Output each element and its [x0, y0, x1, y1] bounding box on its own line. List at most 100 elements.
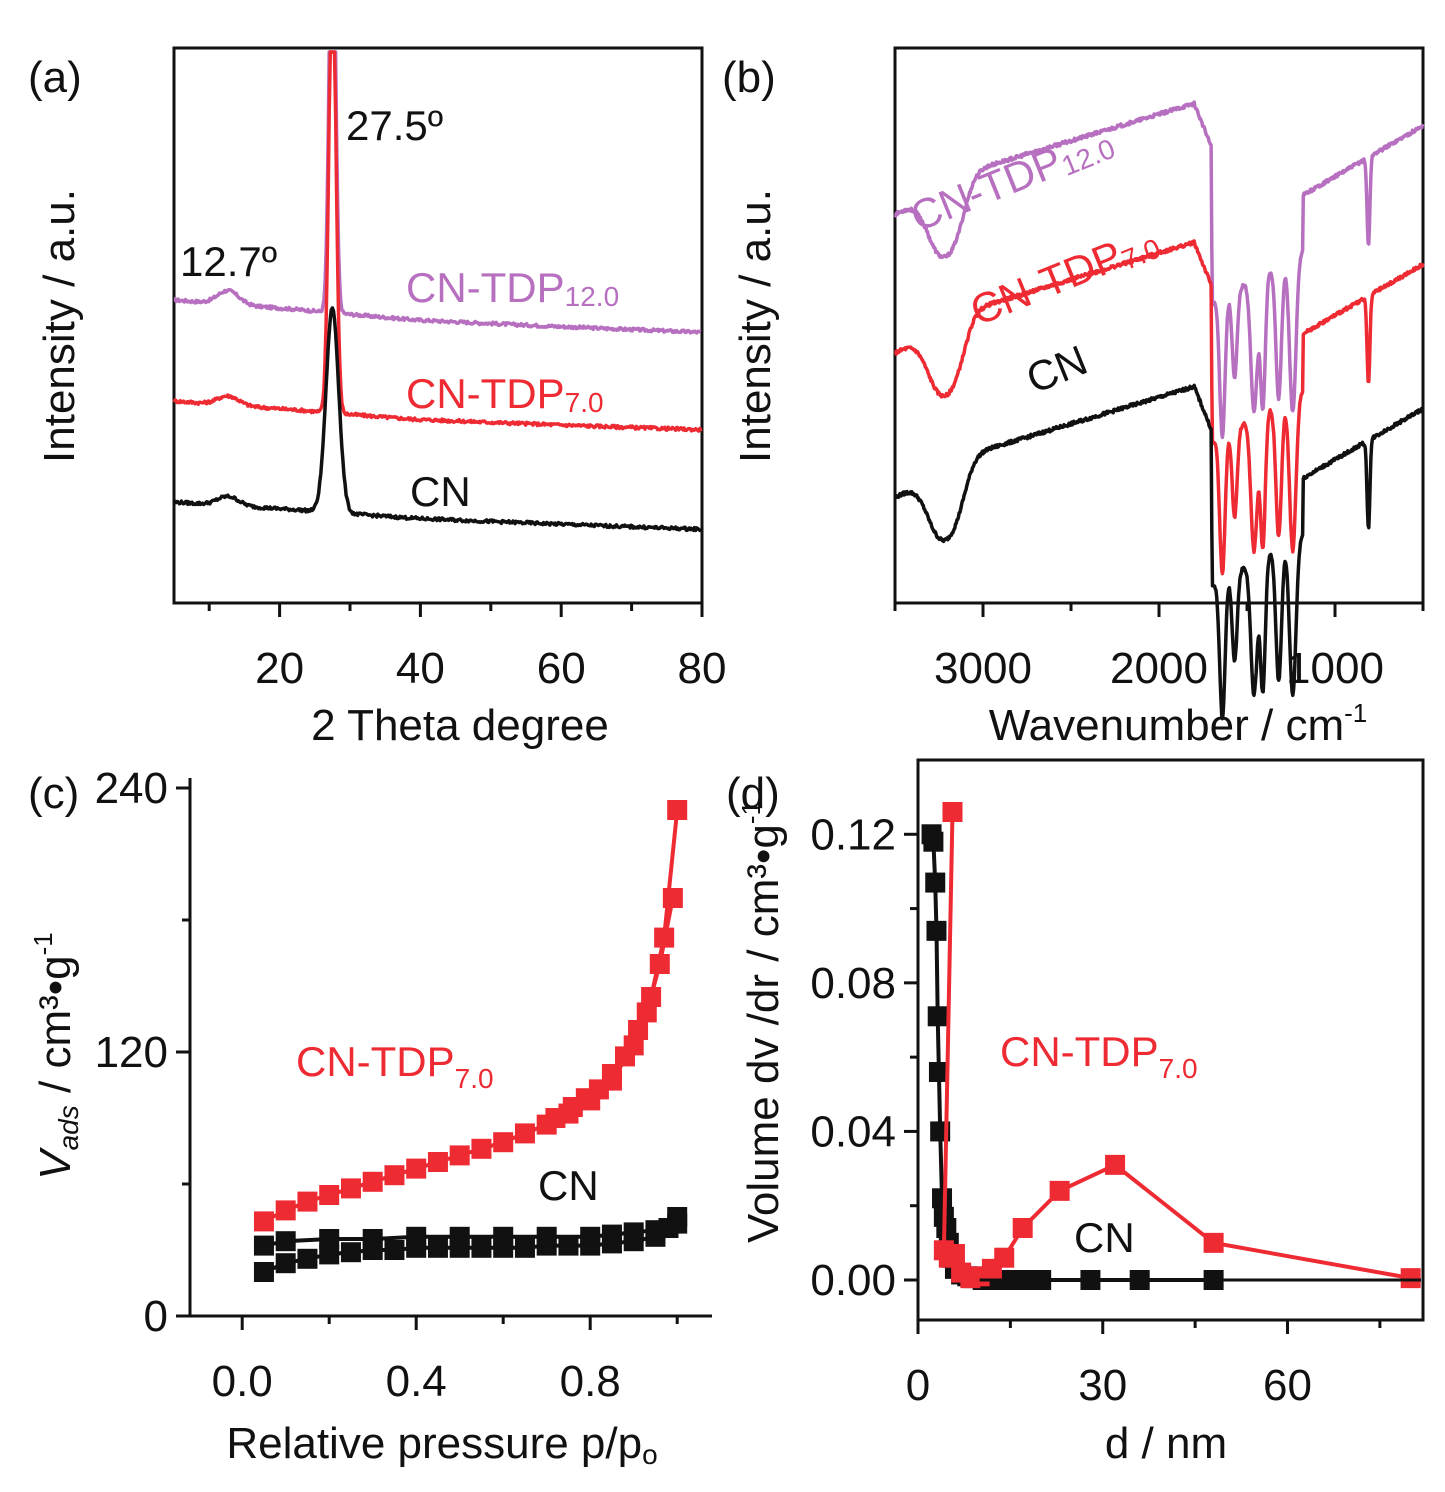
panel-d-y-tick-label: 0.00 [810, 1256, 896, 1305]
panel-c-y-tick-label: 240 [95, 764, 168, 813]
panel-d-data-point [925, 872, 946, 893]
panel-a-series-label-cn-tdp12: CN-TDP12.0 [406, 264, 619, 312]
panel-a-label: (a) [28, 53, 82, 102]
panel-d-series-label-cn-tdp7: CN-TDP7.0 [1000, 1028, 1198, 1084]
panel-a: (a) 20 40 60 80 2 Theta degree Intensity / … [28, 46, 727, 750]
panel-c-data-point [514, 1123, 535, 1144]
panel-c-data-point [449, 1145, 470, 1166]
panel-c-y-axis-label-rest: / cm³•g [31, 955, 80, 1105]
panel-c-data-point [562, 1097, 583, 1117]
panel-c-data-point [514, 1237, 535, 1258]
panel-a-series-label-cn-tdp7-sub: 7.0 [565, 387, 604, 418]
panel-a-x-tick-label: 80 [678, 644, 727, 693]
panel-c-data-point [384, 1165, 405, 1186]
panel-c-data-point [615, 1046, 635, 1067]
panel-c-data-point [471, 1138, 492, 1159]
panel-d-x-axis-label: d / nm [1105, 1419, 1227, 1468]
panel-b-y-axis-label: Intensity / a.u. [731, 189, 780, 463]
panel-b-x-ticks: 3000 2000 1000 [893, 603, 1425, 693]
panel-c-data-point [319, 1229, 340, 1249]
panel-c-data-point [253, 1235, 274, 1256]
panel-c-label: (c) [28, 769, 79, 818]
panel-a-series-line [172, 306, 702, 533]
panel-c-data-point [297, 1191, 318, 1212]
panel-c-data-point [340, 1242, 361, 1263]
panel-a-series-line [173, 50, 702, 335]
panel-b-series-line [893, 239, 1425, 576]
panel-b-series-label-cn-tdp12-main: CN-TDP [904, 137, 1069, 240]
panel-c-data-point [340, 1178, 361, 1199]
panel-c-data-point [319, 1244, 340, 1265]
panel-a-x-ticks: 20 40 60 80 [207, 603, 727, 693]
panel-c-x-axis-label-sub: o [642, 1439, 658, 1470]
panel-c-data-point [558, 1235, 579, 1256]
panel-d-data-point [1049, 1180, 1070, 1201]
panel-a-series-label-cn: CN [410, 468, 471, 515]
panel-d-series-label-cn: CN [1074, 1214, 1135, 1261]
panel-c-data-point [427, 1237, 448, 1258]
panel-c-data-point [427, 1152, 448, 1172]
panel-c-y-axis-label-sub: ads [53, 1105, 84, 1150]
panel-c-x-axis-label-main: Relative pressure p/p [226, 1419, 642, 1468]
panel-c-data-point [536, 1226, 557, 1247]
panel-d-series-label-cn-tdp7-main: CN-TDP [1000, 1028, 1159, 1075]
panel-d-data-point [923, 831, 944, 852]
panel-b-x-axis-label: Wavenumber / cm-1 [989, 698, 1367, 750]
panel-d-y-tick-label: 0.12 [810, 810, 896, 859]
panel-c-data-point [628, 1020, 649, 1040]
panel-c-data-point [545, 1108, 566, 1128]
panel-d-series [921, 802, 1421, 1290]
panel-c-data-point [654, 927, 675, 948]
panel-a-series-label-cn-tdp12-sub: 12.0 [565, 281, 620, 312]
panel-c-data-point [406, 1226, 427, 1247]
panel-d-series-label-cn-tdp7-sub: 7.0 [1159, 1053, 1198, 1084]
panel-b-label: (b) [722, 53, 776, 102]
panel-b-series [893, 100, 1425, 721]
panel-a-x-tick-label: 60 [537, 644, 586, 693]
panel-d: (d) 0.00 0.04 0.08 0.12 0 30 60 d / nm Volume … [726, 758, 1425, 1468]
panel-b-x-tick-label: 1000 [1286, 644, 1384, 693]
panel-d-y-axis-label-sup: -1 [736, 801, 766, 824]
panel-c-y-tick-label: 120 [95, 1028, 168, 1077]
panel-b-series-label-cn-tdp7-main: CN-TDP [964, 231, 1129, 334]
panel-c-series [253, 800, 688, 1282]
panel-d-data-point [932, 1188, 953, 1209]
panel-a-series-label-cn-tdp12-main: CN-TDP [406, 264, 565, 311]
panel-a-x-axis-label: 2 Theta degree [311, 701, 609, 750]
panel-c-data-point [275, 1253, 296, 1274]
panel-c-data-point [362, 1171, 383, 1192]
panel-c-data-point [275, 1200, 296, 1221]
panel-b-series-line [893, 383, 1425, 721]
panel-c-y-axis-label-v: V [31, 1147, 80, 1180]
panel-c-data-point [297, 1248, 318, 1269]
panel-c-data-point [384, 1240, 405, 1260]
panel-b-series-label-cn-tdp7: CN-TDP7.0 [964, 217, 1165, 336]
panel-c-series-label-cn-tdp7: CN-TDP7.0 [296, 1038, 494, 1094]
panel-c-data-point [667, 800, 688, 820]
panel-c-data-point [253, 1262, 274, 1282]
panel-d-y-axis-label-main: Volume dv /dr / cm³•g [739, 824, 788, 1243]
panel-d-data-point [926, 920, 947, 941]
panel-b-series-line [893, 100, 1425, 440]
panel-a-peak-label-12-7: 12.7º [180, 238, 277, 285]
panel-c-data-point [493, 1132, 514, 1153]
panel-d-data-point [927, 1006, 948, 1027]
panel-c-data-point [253, 1211, 274, 1232]
panel-c-data-point [275, 1231, 296, 1252]
panel-d-x-tick-label: 60 [1263, 1361, 1312, 1410]
panel-b-series-label-cn: CN [1020, 336, 1094, 402]
panel-a-frame [172, 46, 704, 605]
panel-c-y-axis-label: Vads / cm³•g-1 [28, 932, 84, 1180]
panel-c-series-label-cn: CN [538, 1162, 599, 1209]
panel-d-y-axis-label: Volume dv /dr / cm³•g-1 [736, 801, 788, 1243]
panel-c-y-tick-label: 0 [144, 1292, 168, 1341]
panel-d-data-point [928, 1062, 949, 1082]
panel-b-x-axis-label-main: Wavenumber / cm [989, 701, 1344, 750]
panel-c-series-label-cn-tdp7-sub: 7.0 [455, 1063, 494, 1094]
panel-b-x-tick-label: 3000 [934, 644, 1032, 693]
panel-c-axes: 0 120 240 0.0 0.4 0.8 [95, 764, 712, 1406]
panel-a-series-label-cn-tdp7: CN-TDP7.0 [406, 370, 604, 418]
panel-c-data-point [580, 1226, 601, 1247]
panel-d-frame [916, 758, 1425, 1322]
panel-c-data-point [362, 1229, 383, 1249]
